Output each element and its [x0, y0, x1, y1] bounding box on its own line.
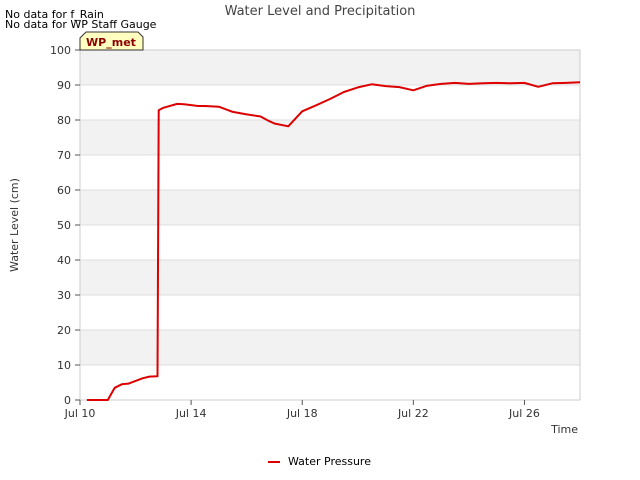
- no-data-note-staff-gauge: No data for WP Staff Gauge: [5, 18, 157, 31]
- plot-band: [80, 155, 580, 190]
- plot-band: [80, 120, 580, 155]
- y-tick-label: 90: [57, 79, 71, 92]
- x-tick-label: Jul 10: [64, 407, 96, 420]
- y-axis: 0 10 20 30 40 50 60 70 80 90 100: [50, 44, 80, 407]
- plot-band: [80, 85, 580, 120]
- x-axis: Jul 10 Jul 14 Jul 18 Jul 22 Jul 26: [64, 400, 540, 420]
- plot-band: [80, 50, 580, 85]
- chart-title: Water Level and Precipitation: [225, 4, 416, 19]
- y-tick-label: 0: [64, 394, 71, 407]
- y-tick-label: 80: [57, 114, 71, 127]
- y-tick-label: 40: [57, 254, 71, 267]
- plot-bands: [80, 50, 580, 400]
- site-badge: WP_met: [79, 31, 144, 51]
- y-tick-label: 10: [57, 359, 71, 372]
- plot-band: [80, 295, 580, 330]
- y-tick-label: 70: [57, 149, 71, 162]
- plot-band: [80, 190, 580, 225]
- y-axis-label: Water Level (cm): [8, 178, 21, 272]
- x-tick-label: Jul 18: [286, 407, 318, 420]
- x-tick-label: Jul 14: [175, 407, 207, 420]
- y-tick-label: 20: [57, 324, 71, 337]
- x-axis-label: Time: [550, 423, 578, 436]
- plot-band: [80, 365, 580, 400]
- series-line-water-pressure: [86, 81, 581, 401]
- plot-band: [80, 225, 580, 260]
- plot-band: [80, 260, 580, 295]
- legend-label-water-pressure: Water Pressure: [288, 455, 371, 468]
- x-tick-label: Jul 26: [508, 407, 540, 420]
- no-data-note-rain: No data for f_Rain: [5, 8, 104, 21]
- y-tick-label: 100: [50, 44, 71, 57]
- x-tick-label: Jul 22: [397, 407, 429, 420]
- y-tick-label: 60: [57, 184, 71, 197]
- y-tick-label: 30: [57, 289, 71, 302]
- y-tick-label: 50: [57, 219, 71, 232]
- legend: Water Pressure: [268, 455, 371, 468]
- site-badge-label: WP_met: [86, 36, 136, 49]
- plot-band: [80, 330, 580, 365]
